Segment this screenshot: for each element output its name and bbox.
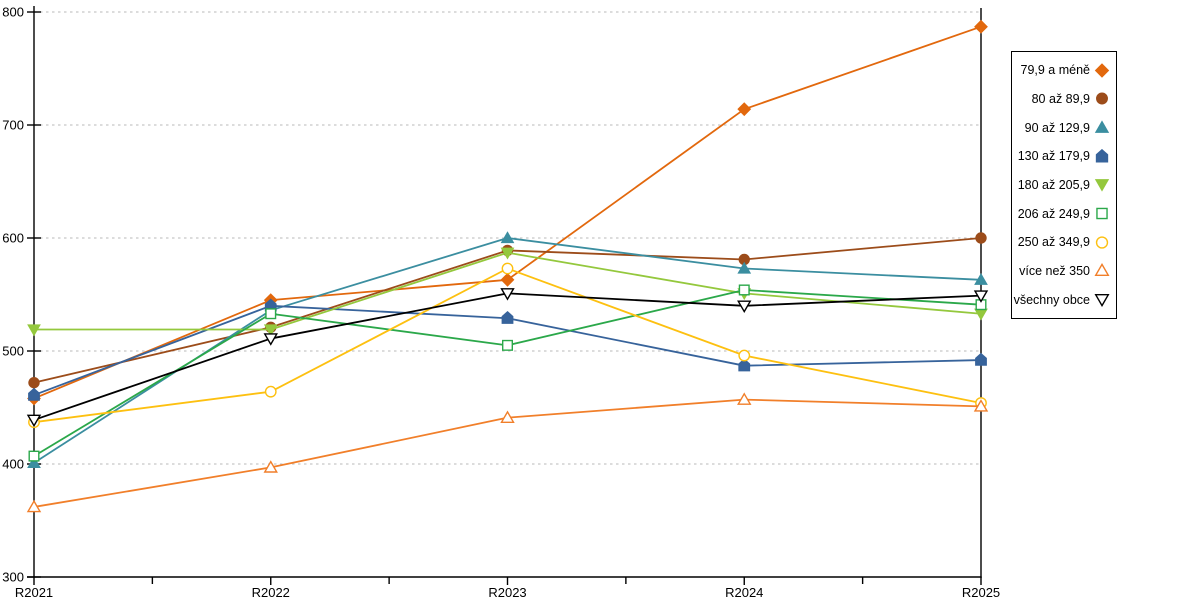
data-point-marker <box>28 376 40 389</box>
y-tick-label: 800 <box>2 5 24 20</box>
legend-box: 79,9 a méně 80 až 89,9 90 až 129,9 130 až 1… <box>1011 51 1117 319</box>
legend-marker-icon <box>1094 63 1110 78</box>
data-point-marker <box>738 284 750 296</box>
square-marker-icon <box>1096 207 1108 220</box>
data-point-marker <box>265 308 277 320</box>
data-point-marker <box>263 324 278 337</box>
triangle-up-marker-icon <box>1094 120 1110 133</box>
data-point-marker <box>263 460 278 473</box>
data-point-marker <box>975 232 987 244</box>
legend-item-label: 79,9 a méně <box>1020 63 1091 78</box>
data-point-marker <box>27 324 41 337</box>
legend-marker-icon <box>1095 148 1109 163</box>
series-8 <box>26 288 989 428</box>
legend-item-8: všechny obce <box>1013 292 1110 308</box>
data-point-marker <box>27 456 41 468</box>
data-point-marker <box>975 352 987 366</box>
legend-item-2: 90 až 129,9 <box>1025 120 1110 135</box>
legend-marker-icon <box>1096 93 1108 105</box>
x-tick-label: R2021 <box>15 585 53 600</box>
legend-item-label: 90 až 129,9 <box>1024 120 1090 135</box>
legend-marker-icon <box>1095 236 1109 249</box>
data-point-marker <box>738 349 751 362</box>
data-point-marker <box>26 499 42 513</box>
data-point-marker <box>737 392 752 405</box>
circle-marker-icon <box>1095 236 1109 249</box>
series-3 <box>28 298 987 401</box>
data-point-marker <box>973 399 989 412</box>
y-tick-label: 400 <box>2 457 24 472</box>
legend-item-5: 206 až 249,9 <box>1018 206 1110 221</box>
x-tick-label: R2023 <box>488 585 526 600</box>
data-point-marker <box>737 102 752 117</box>
legend-marker-icon <box>1096 207 1108 220</box>
data-point-marker <box>501 262 514 275</box>
series-4 <box>27 247 988 337</box>
data-point-marker <box>28 450 40 462</box>
data-point-marker <box>973 290 989 303</box>
data-point-marker <box>264 385 277 398</box>
y-tick-label: 600 <box>2 231 24 246</box>
x-tick-label: R2024 <box>725 585 763 600</box>
legend-item-label: 250 až 349,9 <box>1017 235 1090 250</box>
circle-marker-icon <box>1096 93 1108 105</box>
data-point-marker <box>738 358 751 372</box>
triangle-down-marker-icon <box>1094 294 1110 308</box>
data-point-marker <box>28 387 40 401</box>
data-point-marker <box>500 231 515 244</box>
legend-item-label: 80 až 89,9 <box>1031 91 1090 106</box>
data-point-marker <box>500 247 515 260</box>
diamond-marker-icon <box>1094 63 1110 78</box>
legend-marker-icon <box>1094 294 1110 308</box>
data-point-marker <box>26 414 42 428</box>
y-tick-label: 700 <box>2 118 24 133</box>
data-point-marker <box>500 272 515 287</box>
legend-item-label: všechny obce <box>1013 292 1090 307</box>
series-line <box>33 237 982 384</box>
legend-marker-icon <box>1094 263 1110 277</box>
data-point-marker <box>974 19 988 34</box>
legend-marker-icon <box>1094 120 1110 133</box>
triangle-up-marker-icon <box>1094 263 1110 277</box>
data-point-marker <box>737 261 752 274</box>
x-tick-label: R2022 <box>252 585 290 600</box>
data-point-marker <box>263 333 278 346</box>
y-tick-label: 500 <box>2 344 24 359</box>
data-point-marker <box>500 410 515 423</box>
legend-item-label: 130 až 179,9 <box>1017 149 1090 164</box>
legend-item-3: 130 až 179,9 <box>1017 148 1110 164</box>
gridlines <box>34 11 981 465</box>
data-point-marker <box>502 339 514 351</box>
legend-item-label: 180 až 205,9 <box>1017 177 1090 192</box>
legend-item-1: 80 až 89,9 <box>1032 91 1110 106</box>
series-7 <box>26 392 989 513</box>
data-point-marker <box>501 310 514 324</box>
series-5 <box>28 284 987 462</box>
pentagon-marker-icon <box>1095 148 1109 163</box>
y-tick-label: 300 <box>2 570 24 585</box>
triangle-down-marker-icon <box>1094 179 1110 193</box>
legend-item-6: 250 až 349,9 <box>1018 235 1110 250</box>
legend-item-label: více než 350 <box>1019 263 1090 278</box>
data-point-marker <box>737 300 752 314</box>
legend-marker-icon <box>1094 179 1110 193</box>
axes: 300 400 500 600 700 800 R2021 R2022 R2023 R2024 R2… <box>2 5 1000 600</box>
legend-item-label: 206 až 249,9 <box>1017 206 1090 221</box>
data-point-marker <box>500 288 515 301</box>
legend-item-7: více než 350 <box>1019 263 1110 278</box>
data-point-marker <box>974 273 988 285</box>
legend-item-0: 79,9 a méně <box>1021 63 1111 78</box>
x-tick-label: R2025 <box>962 585 1000 600</box>
data-point-marker <box>974 308 988 321</box>
legend-item-4: 180 až 205,9 <box>1017 177 1110 193</box>
